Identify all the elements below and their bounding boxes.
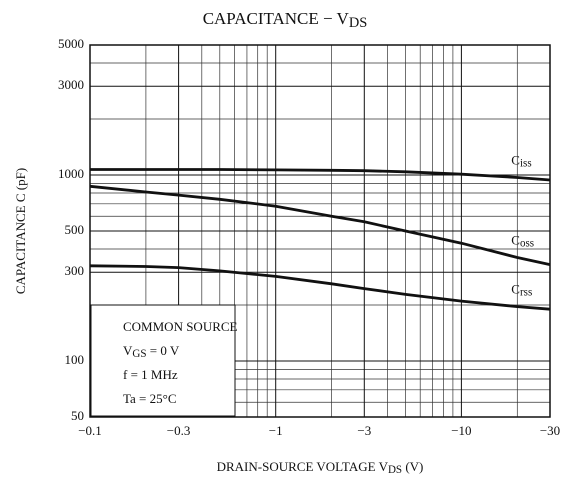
series-label: Coss [511, 233, 534, 250]
x-tick-label: −0.3 [167, 423, 191, 438]
series-line [89, 264, 551, 311]
series-line [90, 168, 551, 182]
x-axis-label-part: DRAIN-SOURCE VOLTAGE V [217, 459, 389, 474]
series-label-part: C [511, 152, 520, 167]
annotation-box [90, 304, 236, 417]
chart-title: CAPACITANCE − VDS [203, 9, 368, 31]
annotation-line: COMMON SOURCE [123, 319, 238, 334]
series-label-sub: iss [520, 158, 532, 170]
x-axis-label-part: (V) [402, 459, 423, 474]
x-tick-label: −0.1 [78, 423, 102, 438]
y-tick-label: 500 [65, 222, 85, 237]
annotation-line-part: COMMON SOURCE [123, 319, 238, 334]
y-tick-label: 50 [71, 408, 84, 423]
x-axis-label: DRAIN-SOURCE VOLTAGE VDS (V) [217, 459, 424, 476]
annotation-line-sub: GS [132, 348, 146, 360]
annotation-line-part: Ta = 25°C [123, 391, 177, 406]
y-tick-label: 5000 [58, 36, 84, 51]
annotation-line: f = 1 MHz [123, 367, 178, 382]
y-tick-label: 300 [65, 263, 85, 278]
annotation-line-part: = 0 V [147, 343, 180, 358]
series-label: Ciss [511, 152, 531, 169]
x-tick-label: −3 [357, 423, 371, 438]
chart-title-part: CAPACITANCE − V [203, 9, 350, 28]
y-tick-label: 3000 [58, 77, 84, 92]
y-axis-label: CAPACITANCE C (pF) [13, 168, 28, 294]
annotation-line: VGS = 0 V [123, 343, 180, 360]
plot-frame [89, 44, 551, 418]
annotation-line-part: f = 1 MHz [123, 367, 178, 382]
annotation-line-part: V [123, 343, 133, 358]
y-axis-label-part: CAPACITANCE C (pF) [13, 168, 28, 294]
series-label-part: C [511, 282, 520, 297]
x-tick-label: −1 [269, 423, 283, 438]
series-label: Crss [511, 282, 532, 299]
x-tick-label: −30 [540, 423, 560, 438]
series-label-part: C [511, 233, 520, 248]
x-tick-label: −10 [451, 423, 471, 438]
series-label-sub: rss [520, 287, 532, 299]
annotation-line: Ta = 25°C [123, 391, 177, 406]
y-tick-label: 100 [65, 352, 85, 367]
y-tick-label: 1000 [58, 166, 84, 181]
chart-title-sub: DS [349, 15, 367, 31]
series-label-sub: oss [520, 238, 534, 250]
x-axis-label-sub: DS [388, 464, 402, 476]
series-line [89, 184, 551, 266]
